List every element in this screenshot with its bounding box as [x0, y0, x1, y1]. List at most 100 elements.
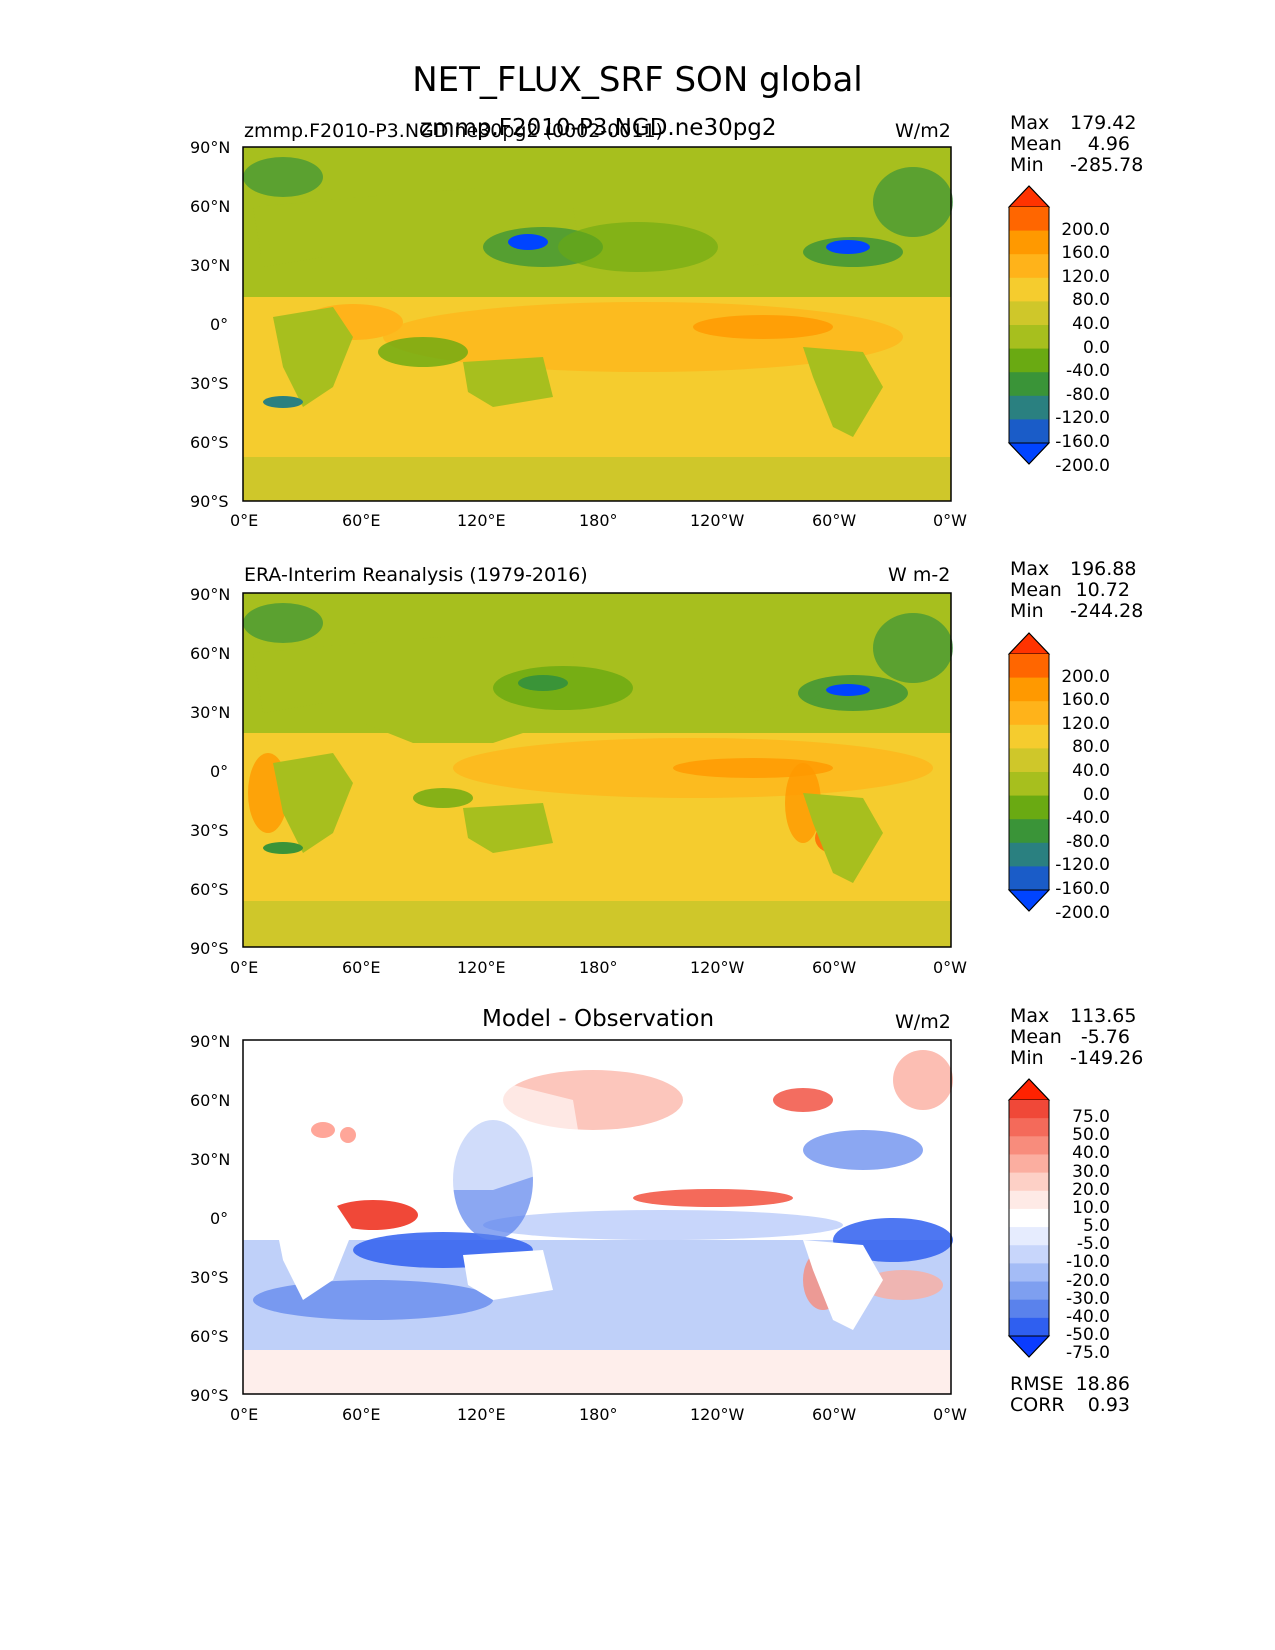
lon-tick: 60°E	[342, 1405, 381, 1424]
lat-tick: 90°S	[190, 492, 229, 511]
lon-tick: 0°W	[933, 511, 967, 530]
colorbar-segment	[1009, 677, 1049, 702]
figure-title: NET_FLUX_SRF SON global	[412, 60, 863, 100]
lon-tick: 180°	[579, 511, 618, 530]
colorbar-segment	[1009, 1190, 1049, 1210]
lat-tick: 30°S	[190, 1268, 229, 1287]
panel-1-mean: Mean	[1010, 133, 1062, 155]
lat-tick: 60°S	[190, 433, 229, 452]
colorbar-tick-label: 5.0	[1082, 1216, 1110, 1237]
panel-1-units: W/m2	[895, 120, 951, 142]
colorbar-tick-label: -40.0	[1066, 361, 1110, 382]
panel-3-max: Max	[1010, 1005, 1050, 1027]
colorbar-segment	[1009, 1208, 1049, 1228]
colorbar-extend-max	[1007, 632, 1051, 655]
colorbar-segment	[1009, 1227, 1049, 1246]
colorbar-tick-label: 50.0	[1072, 1125, 1110, 1146]
lon-tick: 120°W	[690, 958, 745, 977]
colorbar-segment	[1009, 301, 1049, 326]
colorbar-segment	[1009, 1317, 1049, 1337]
colorbar-extend-min	[1007, 442, 1051, 465]
panel-2-mean: Mean	[1010, 579, 1062, 601]
colorbar-segment	[1009, 372, 1049, 397]
colorbar-segment	[1009, 277, 1049, 302]
lat-tick: 0°	[210, 1209, 229, 1228]
lat-tick: 30°N	[190, 256, 231, 275]
colorbar-tick-label: -5.0	[1076, 1234, 1110, 1255]
colorbar-tick-label: 160.0	[1061, 690, 1110, 711]
colorbar-segment	[1009, 254, 1049, 279]
colorbar-tick-label: -80.0	[1066, 384, 1110, 405]
colorbar-segment	[1009, 395, 1049, 420]
colorbar-tick-label: 80.0	[1072, 737, 1110, 758]
colorbar-outline	[1008, 185, 1050, 465]
colorbar-outline	[1008, 1078, 1050, 1358]
colorbar-tick-label: -160.0	[1055, 432, 1110, 452]
colorbar-segment	[1009, 1100, 1049, 1119]
panel-3-units: W/m2	[895, 1011, 951, 1033]
colorbar-segment	[1009, 419, 1049, 444]
colorbar-tick-label: -40.0	[1066, 808, 1110, 829]
colorbar-tick-label: -160.0	[1055, 879, 1110, 899]
colorbar-segment	[1009, 207, 1049, 232]
colorbar-segment	[1009, 1136, 1049, 1155]
lon-tick: 0°W	[933, 1405, 967, 1424]
panel-3-mean-value: -5.76	[1080, 1026, 1130, 1048]
panel-1-max: Max	[1010, 112, 1050, 134]
colorbar-tick-label: -120.0	[1055, 408, 1110, 429]
colorbar-segment	[1009, 1118, 1049, 1137]
colorbar-tick-label: -200.0	[1055, 455, 1110, 476]
lat-tick: 60°N	[190, 1091, 231, 1110]
colorbar-tick-label: 30.0	[1072, 1161, 1110, 1182]
colorbar-segment	[1009, 748, 1049, 773]
colorbar-tick-label: -40.0	[1066, 1306, 1110, 1327]
panel-1-map	[242, 146, 953, 502]
lon-tick: 60°W	[812, 1405, 857, 1424]
colorbar-segment	[1009, 230, 1049, 255]
lat-tick: 90°N	[190, 1032, 231, 1051]
panel-2-max-value: 196.88	[1070, 558, 1137, 580]
panel-3-mean: Mean	[1010, 1026, 1062, 1048]
colorbar-segment	[1009, 795, 1049, 820]
colorbar-segment	[1009, 866, 1049, 891]
panel-3-rmse: RMSE	[1010, 1373, 1064, 1395]
colorbar-segment	[1009, 1263, 1049, 1283]
colorbar-segment	[1009, 819, 1049, 844]
colorbar-segment	[1009, 701, 1049, 726]
panel-3-rmse-value: 18.86	[1075, 1373, 1130, 1395]
colorbar-tick-label: 120.0	[1061, 266, 1110, 287]
colorbar-tick-label: -20.0	[1066, 1270, 1110, 1291]
colorbar-segment	[1009, 1281, 1049, 1301]
lon-tick: 0°E	[230, 511, 259, 530]
lat-tick: 90°S	[190, 1386, 229, 1405]
panel-2-max: Max	[1010, 558, 1050, 580]
colorbar-extend-min	[1007, 1335, 1051, 1358]
lat-tick: 30°S	[190, 374, 229, 393]
colorbar-segment	[1009, 1245, 1049, 1264]
colorbar-tick-label: 80.0	[1072, 290, 1110, 311]
panel-2-min-value: -244.28	[1070, 600, 1144, 622]
colorbar-segment	[1009, 724, 1049, 749]
panel-3-title-center: Model - Observation	[482, 1006, 715, 1032]
lat-tick: 0°	[210, 315, 229, 334]
lon-tick: 60°E	[342, 511, 381, 530]
panel-3-map	[242, 1039, 953, 1395]
lat-tick: 60°S	[190, 880, 229, 899]
colorbar-segment	[1009, 654, 1049, 679]
colorbar-tick-label: 0.0	[1082, 337, 1110, 358]
colorbar-tick-label: 200.0	[1061, 666, 1110, 687]
lat-tick: 60°N	[190, 197, 231, 216]
lat-tick: 90°N	[190, 585, 231, 604]
lat-tick: 0°	[210, 762, 229, 781]
lon-tick: 0°E	[230, 1405, 259, 1424]
colorbar-tick-label: 20.0	[1072, 1179, 1110, 1200]
lat-tick: 60°N	[190, 644, 231, 663]
lon-tick: 120°E	[457, 958, 506, 977]
colorbar-tick-label: -80.0	[1066, 831, 1110, 852]
lat-tick: 30°S	[190, 821, 229, 840]
colorbar-tick-label: -30.0	[1066, 1288, 1110, 1309]
panel-1-colorbar	[1007, 185, 1051, 465]
panel-2-mean-value: 10.72	[1075, 579, 1130, 601]
panel-2-units: W m-2	[888, 564, 951, 586]
lat-tick: 90°N	[190, 138, 231, 157]
